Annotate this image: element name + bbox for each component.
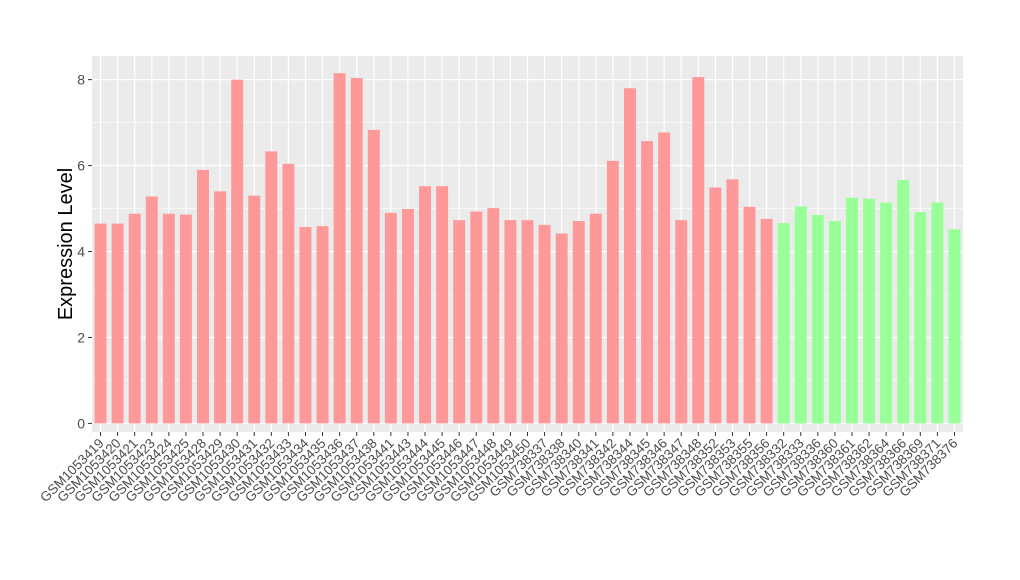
- bar: [828, 221, 841, 424]
- bar: [658, 132, 671, 424]
- bar: [777, 223, 790, 424]
- y-tick-label: 6: [77, 158, 85, 174]
- bar: [606, 160, 619, 424]
- bar: [760, 218, 773, 424]
- bar: [419, 186, 432, 424]
- bar: [248, 195, 261, 424]
- y-axis-title: Expression Level: [55, 168, 77, 320]
- bar: [504, 220, 517, 424]
- bar: [948, 229, 961, 424]
- bar: [197, 169, 209, 424]
- bar: [384, 212, 397, 424]
- bar-layer: [94, 73, 961, 424]
- bar: [811, 214, 824, 424]
- bar: [589, 213, 602, 424]
- y-tick-label: 8: [77, 72, 85, 88]
- bar: [487, 208, 500, 424]
- bar: [470, 211, 483, 424]
- bar: [214, 191, 227, 424]
- bar: [521, 220, 534, 424]
- bar: [282, 163, 295, 424]
- bar: [880, 202, 893, 424]
- y-tick-label: 4: [77, 244, 85, 260]
- bar: [162, 213, 175, 424]
- bar: [94, 223, 107, 424]
- bar: [299, 227, 312, 424]
- bar: [675, 220, 688, 424]
- bar: [401, 208, 414, 424]
- bar: [692, 77, 705, 424]
- bar: [367, 129, 380, 424]
- bar: [128, 213, 141, 424]
- bar: [333, 73, 346, 424]
- bar: [641, 141, 654, 424]
- bar: [794, 206, 807, 424]
- y-tick-label: 2: [77, 329, 85, 345]
- bar: [538, 224, 551, 424]
- bar: [931, 202, 944, 424]
- y-tick-label: 0: [77, 415, 85, 431]
- bar: [863, 198, 876, 424]
- x-axis: GSM1053419GSM1053420GSM1053421GSM1053423…: [37, 432, 961, 505]
- bar: [453, 220, 466, 424]
- bar: [743, 206, 756, 424]
- bar: [555, 233, 568, 424]
- bar: [231, 79, 244, 424]
- bar: [726, 179, 739, 424]
- bar: [350, 77, 363, 424]
- bar: [709, 187, 722, 424]
- bar: [316, 226, 329, 424]
- y-axis: 0 2 4 6 8: [77, 72, 92, 431]
- bar: [436, 186, 449, 424]
- bar: [846, 197, 858, 424]
- bar: [897, 180, 910, 424]
- bar: [914, 211, 927, 424]
- bar: [572, 221, 585, 424]
- bar: [265, 151, 278, 424]
- bar: [179, 214, 192, 424]
- bar: [111, 223, 124, 424]
- bar: [145, 196, 158, 424]
- bar: [623, 88, 636, 424]
